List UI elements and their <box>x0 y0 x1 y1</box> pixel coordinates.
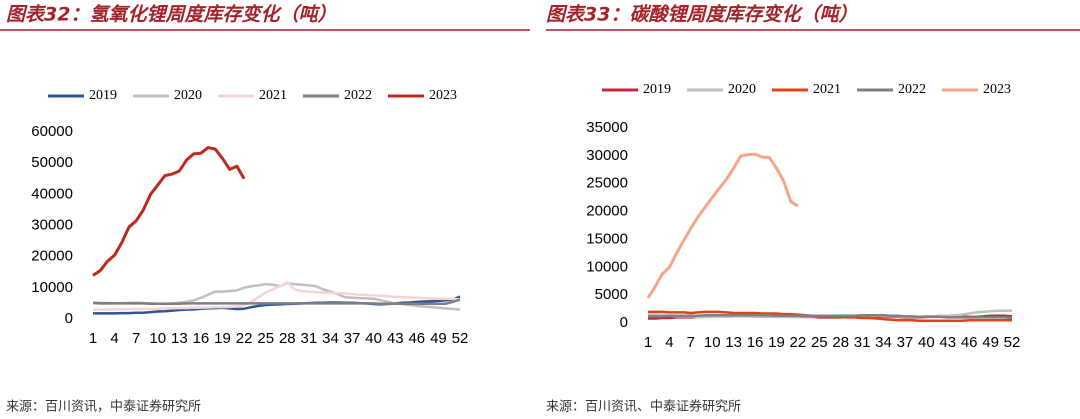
legend-label: 2023 <box>983 82 1011 97</box>
series-line <box>92 298 461 305</box>
y-tick-label: 50000 <box>31 154 73 171</box>
x-tick-label: 13 <box>725 334 742 351</box>
legend-label: 2020 <box>728 82 756 97</box>
source: 来源：百川资讯，中泰证券研究所 <box>6 399 201 415</box>
x-tick-label: 25 <box>257 330 274 347</box>
x-tick-label: 4 <box>110 330 118 347</box>
legend-label: 2019 <box>643 82 671 97</box>
x-tick-label: 4 <box>665 334 673 351</box>
x-tick-label: 31 <box>854 334 871 351</box>
series-line <box>648 313 1013 320</box>
y-tick-label: 0 <box>620 314 628 331</box>
x-tick-label: 19 <box>768 334 785 351</box>
x-tick-label: 40 <box>918 334 935 351</box>
x-tick-label: 22 <box>236 330 253 347</box>
x-tick-label: 43 <box>939 334 956 351</box>
y-tick-label: 35000 <box>586 119 628 136</box>
x-tick-label: 25 <box>811 334 828 351</box>
legend-label: 2022 <box>898 82 926 97</box>
x-tick-label: 34 <box>875 334 892 351</box>
series-line <box>646 152 799 299</box>
series-line <box>93 280 461 311</box>
series-line <box>92 146 246 277</box>
x-tick-label: 40 <box>365 330 382 347</box>
x-tick-label: 16 <box>193 330 210 347</box>
x-tick-label: 7 <box>132 330 140 347</box>
y-tick-label: 10000 <box>586 258 628 275</box>
x-tick-label: 10 <box>149 330 166 347</box>
x-tick-label: 22 <box>790 334 807 351</box>
y-tick-label: 60000 <box>31 123 73 140</box>
legend-label: 2021 <box>259 88 287 103</box>
x-tick-label: 49 <box>982 334 999 351</box>
y-tick-label: 0 <box>65 310 73 327</box>
x-tick-label: 1 <box>89 330 97 347</box>
x-tick-label: 37 <box>344 330 361 347</box>
y-tick-label: 30000 <box>31 216 73 233</box>
x-tick-label: 1 <box>644 334 652 351</box>
x-tick-label: 31 <box>301 330 318 347</box>
x-tick-label: 34 <box>322 330 339 347</box>
x-tick-label: 43 <box>387 330 404 347</box>
x-tick-label: 49 <box>430 330 447 347</box>
legend-label: 2023 <box>429 88 457 103</box>
x-tick-label: 37 <box>897 334 914 351</box>
x-tick-label: 10 <box>704 334 721 351</box>
x-tick-label: 28 <box>832 334 849 351</box>
legend-label: 2022 <box>344 88 372 103</box>
x-tick-label: 46 <box>408 330 425 347</box>
x-tick-label: 28 <box>279 330 296 347</box>
chart-title: 图表33：碳酸锂周度库存变化（吨） <box>546 4 857 26</box>
x-tick-label: 19 <box>214 330 231 347</box>
y-tick-label: 20000 <box>586 203 628 220</box>
y-tick-label: 10000 <box>31 279 73 296</box>
x-tick-label: 52 <box>452 330 469 347</box>
legend-label: 2019 <box>89 88 117 103</box>
chart-title: 图表32：氢氧化锂周度库存变化（吨） <box>6 4 336 26</box>
y-tick-label: 15000 <box>586 230 628 247</box>
x-tick-label: 46 <box>961 334 978 351</box>
legend-label: 2020 <box>174 88 202 103</box>
y-tick-label: 30000 <box>586 147 628 164</box>
y-tick-label: 20000 <box>31 248 73 265</box>
y-tick-label: 25000 <box>586 175 628 192</box>
y-tick-label: 5000 <box>595 286 628 303</box>
x-tick-label: 13 <box>171 330 188 347</box>
legend-label: 2021 <box>813 82 841 97</box>
x-tick-label: 52 <box>1004 334 1021 351</box>
y-tick-label: 40000 <box>31 185 73 202</box>
x-tick-label: 7 <box>687 334 695 351</box>
x-tick-label: 16 <box>747 334 764 351</box>
source: 来源：百川资讯、中泰证券研究所 <box>546 399 741 415</box>
